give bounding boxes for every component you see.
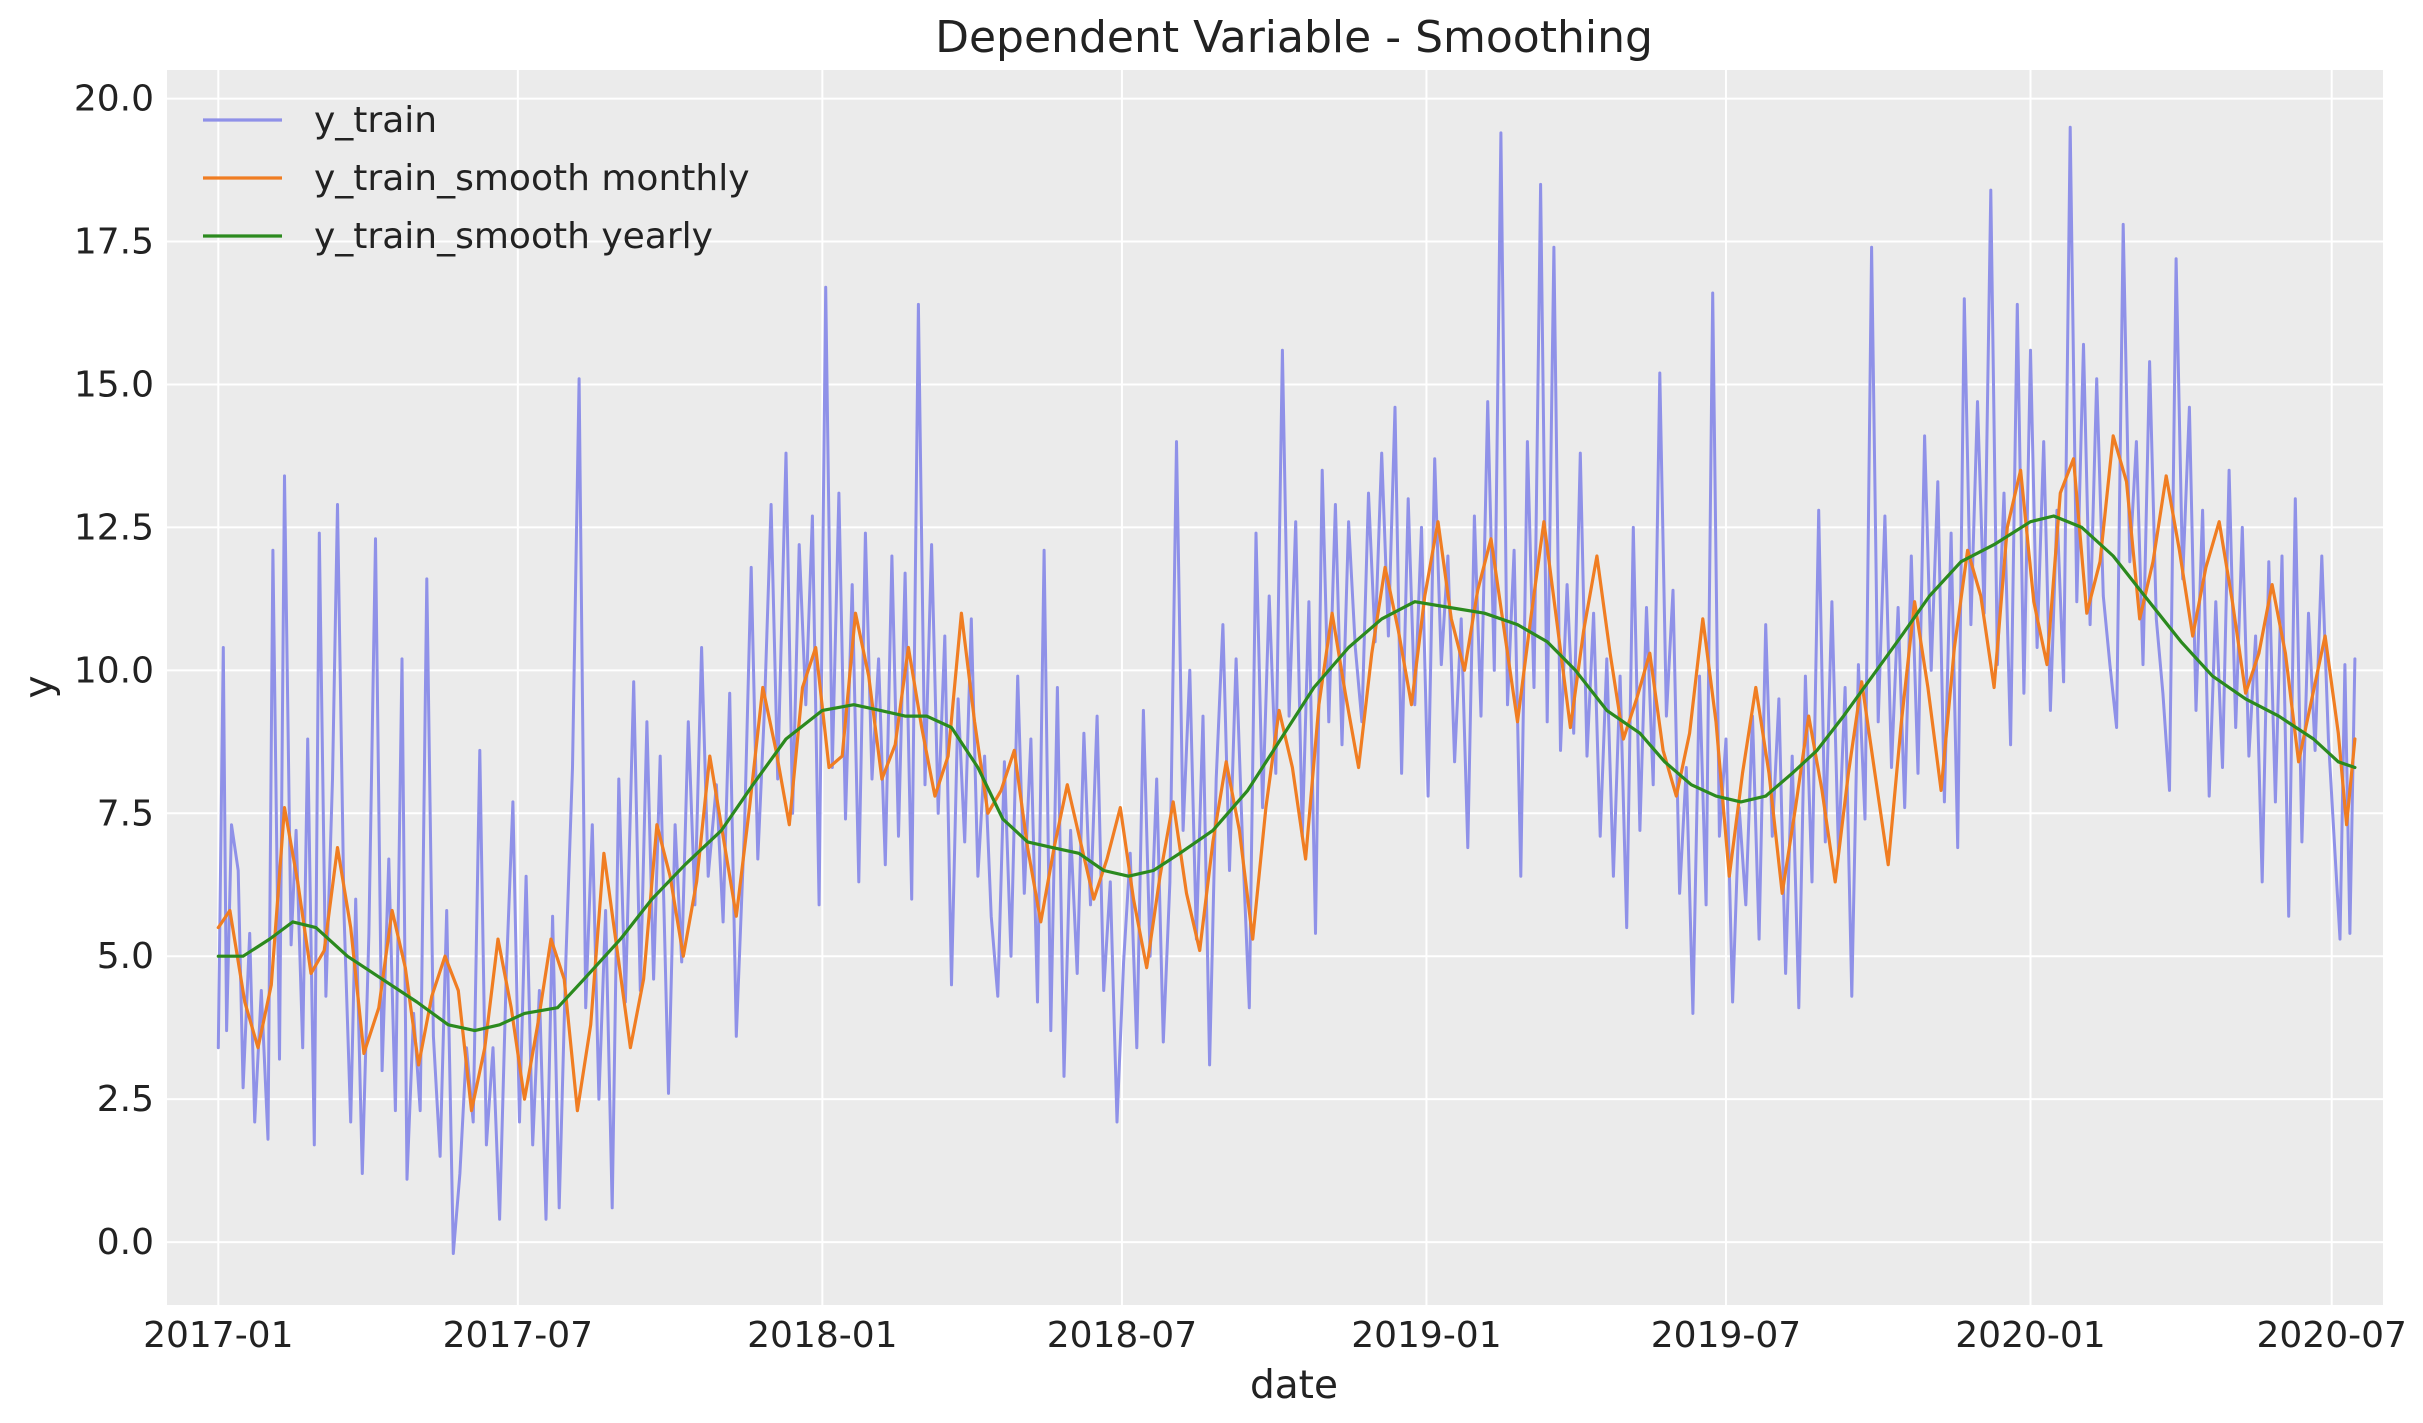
x-tick-label: 2020-07 [2256, 1315, 2406, 1356]
x-axis-label: date [1250, 1363, 1338, 1408]
x-tick-label: 2017-07 [443, 1315, 593, 1356]
series-line-y-train-smooth-yearly [216, 514, 2357, 1033]
legend: y_train y_train_smooth monthly y_train_smo… [203, 100, 750, 257]
y-axis-label: y [17, 675, 62, 698]
x-tick-label: 2020-01 [1955, 1315, 2105, 1356]
legend-label: y_train_smooth yearly [314, 216, 713, 257]
tick-labels: 0.0 2.5 5.0 7.5 10.0 12.5 15.0 17.5 20.0 2017-01 2… [74, 79, 2407, 1356]
series-line-y-train [216, 125, 2357, 1255]
x-tick-label: 2019-07 [1651, 1315, 1801, 1356]
x-tick-label: 2017-01 [143, 1315, 293, 1356]
y-tick-label: 15.0 [74, 364, 154, 405]
legend-label: y_train_smooth monthly [314, 158, 750, 199]
y-tick-label: 5.0 [97, 936, 154, 977]
y-tick-label: 20.0 [74, 79, 154, 120]
x-tick-label: 2018-07 [1047, 1315, 1197, 1356]
y-tick-label: 10.0 [74, 650, 154, 691]
y-tick-label: 2.5 [97, 1079, 154, 1120]
y-tick-label: 7.5 [97, 793, 154, 834]
legend-label: y_train [314, 100, 437, 141]
series-line-y-train-smooth-monthly [216, 434, 2357, 1113]
x-tick-label: 2018-01 [747, 1315, 897, 1356]
x-tick-label: 2019-01 [1351, 1315, 1501, 1356]
y-tick-label: 17.5 [74, 222, 154, 263]
chart-title: Dependent Variable - Smoothing [935, 12, 1653, 63]
y-tick-label: 0.0 [97, 1222, 154, 1263]
y-tick-label: 12.5 [74, 507, 154, 548]
series-lines [216, 125, 2357, 1255]
